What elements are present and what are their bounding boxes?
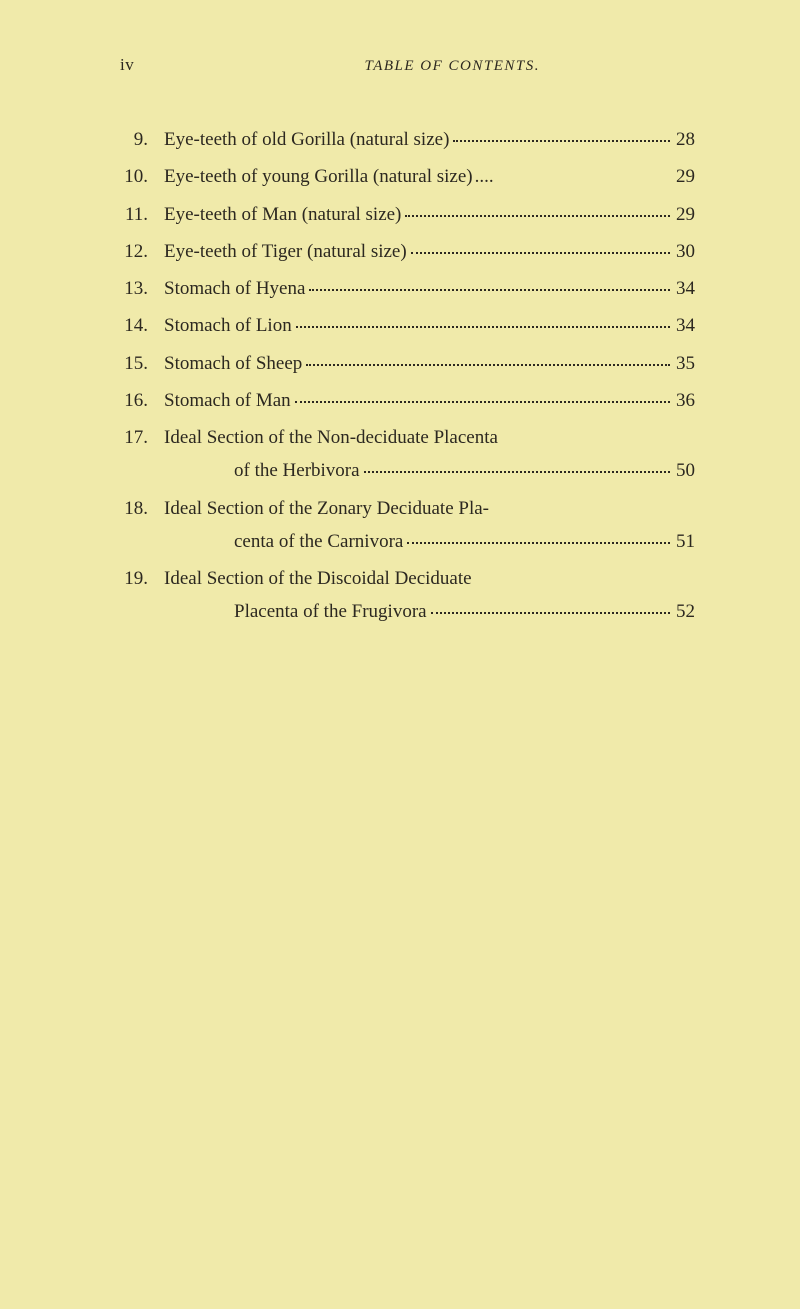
toc-entry: 17.Ideal Section of the Non-deciduate Pl… [120, 421, 695, 488]
toc-entry-page: 35 [674, 347, 695, 380]
toc-leader-dots [407, 542, 670, 544]
page-header: iv TABLE OF CONTENTS. [120, 55, 695, 75]
header-title: TABLE OF CONTENTS. [365, 58, 541, 75]
toc-entry-text: Stomach of Man [164, 384, 291, 417]
toc-entry: 13.Stomach of Hyena 34 [120, 272, 695, 305]
toc-entry: 18.Ideal Section of the Zonary Deciduate… [120, 492, 695, 559]
toc-leader-dots [431, 612, 670, 614]
toc-line: Stomach of Sheep 35 [164, 347, 695, 380]
toc-entry-page: 36 [674, 384, 695, 417]
toc-entry-page: 29 [674, 160, 695, 193]
toc-entry-text: Ideal Section of the Zonary Deciduate Pl… [164, 492, 489, 525]
toc-short-dots: .... [475, 160, 494, 193]
toc-continuation-line: Placenta of the Frugivora 52 [234, 595, 695, 628]
toc-continuation-line: of the Herbivora 50 [234, 454, 695, 487]
toc-entry-text: Ideal Section of the Non-deciduate Place… [164, 421, 498, 454]
toc-entry-page: 51 [674, 525, 695, 558]
toc-entry-content: Eye-teeth of young Gorilla (natural size… [164, 160, 695, 193]
toc-entry-page: 34 [674, 309, 695, 342]
toc-line: Stomach of Hyena 34 [164, 272, 695, 305]
toc-entry-number: 9. [120, 123, 164, 156]
toc-entry-number: 18. [120, 492, 164, 525]
toc-entry-page: 52 [674, 595, 695, 628]
toc-entry-content: Stomach of Sheep 35 [164, 347, 695, 380]
toc-line: Eye-teeth of young Gorilla (natural size… [164, 160, 695, 193]
toc-continuation-line: centa of the Carnivora 51 [234, 525, 695, 558]
toc-entry-text: Stomach of Hyena [164, 272, 305, 305]
toc-entry-page: 50 [674, 454, 695, 487]
toc-line: Ideal Section of the Discoidal Deciduate [164, 562, 695, 595]
toc-entry-text: Eye-teeth of old Gorilla (natural size) [164, 123, 449, 156]
toc-entry-content: Ideal Section of the Non-deciduate Place… [164, 421, 695, 488]
toc-line: Eye-teeth of Man (natural size) 29 [164, 198, 695, 231]
toc-leader-dots [411, 252, 670, 254]
table-of-contents: 9.Eye-teeth of old Gorilla (natural size… [120, 123, 695, 629]
toc-entry: 12.Eye-teeth of Tiger (natural size) 30 [120, 235, 695, 268]
toc-entry-text: Eye-teeth of Man (natural size) [164, 198, 401, 231]
toc-leader-dots [296, 326, 670, 328]
toc-continuation-text: centa of the Carnivora [234, 525, 403, 558]
toc-entry: 11.Eye-teeth of Man (natural size) 29 [120, 198, 695, 231]
toc-entry: 16.Stomach of Man 36 [120, 384, 695, 417]
toc-entry-content: Ideal Section of the Zonary Deciduate Pl… [164, 492, 695, 559]
toc-line: Eye-teeth of old Gorilla (natural size) 2… [164, 123, 695, 156]
toc-entry-page: 30 [674, 235, 695, 268]
toc-entry-content: Stomach of Hyena 34 [164, 272, 695, 305]
toc-entry-content: Ideal Section of the Discoidal Deciduate… [164, 562, 695, 629]
toc-entry-content: Eye-teeth of Tiger (natural size) 30 [164, 235, 695, 268]
toc-leader-dots [306, 364, 670, 366]
toc-entry-text: Stomach of Lion [164, 309, 292, 342]
toc-entry-number: 19. [120, 562, 164, 595]
toc-line: Stomach of Lion 34 [164, 309, 695, 342]
toc-entry-text: Ideal Section of the Discoidal Deciduate [164, 562, 472, 595]
toc-entry: 9.Eye-teeth of old Gorilla (natural size… [120, 123, 695, 156]
toc-entry-page: 29 [674, 198, 695, 231]
toc-entry-number: 15. [120, 347, 164, 380]
toc-entry-text: Eye-teeth of young Gorilla (natural size… [164, 160, 473, 193]
toc-leader-dots [364, 471, 670, 473]
toc-entry-number: 16. [120, 384, 164, 417]
toc-entry-number: 14. [120, 309, 164, 342]
toc-continuation-text: Placenta of the Frugivora [234, 595, 427, 628]
toc-entry: 10.Eye-teeth of young Gorilla (natural s… [120, 160, 695, 193]
toc-leader-dots [405, 215, 670, 217]
toc-entry-content: Eye-teeth of old Gorilla (natural size) 2… [164, 123, 695, 156]
toc-entry: 14.Stomach of Lion 34 [120, 309, 695, 342]
toc-entry-page: 34 [674, 272, 695, 305]
toc-entry-number: 11. [120, 198, 164, 231]
toc-entry-number: 17. [120, 421, 164, 454]
toc-entry-number: 10. [120, 160, 164, 193]
toc-line: Ideal Section of the Non-deciduate Place… [164, 421, 695, 454]
toc-entry: 19.Ideal Section of the Discoidal Decidu… [120, 562, 695, 629]
toc-entry-content: Stomach of Man 36 [164, 384, 695, 417]
toc-entry: 15.Stomach of Sheep 35 [120, 347, 695, 380]
toc-entry-text: Stomach of Sheep [164, 347, 302, 380]
toc-line: Ideal Section of the Zonary Deciduate Pl… [164, 492, 695, 525]
toc-entry-content: Eye-teeth of Man (natural size) 29 [164, 198, 695, 231]
toc-entry-content: Stomach of Lion 34 [164, 309, 695, 342]
toc-leader-dots [295, 401, 670, 403]
toc-line: Stomach of Man 36 [164, 384, 695, 417]
toc-line: Eye-teeth of Tiger (natural size) 30 [164, 235, 695, 268]
toc-entry-page: 28 [674, 123, 695, 156]
toc-leader-dots [309, 289, 670, 291]
toc-entry-number: 13. [120, 272, 164, 305]
page-container: iv TABLE OF CONTENTS. 9.Eye-teeth of old… [0, 0, 800, 703]
toc-leader-dots [453, 140, 670, 142]
toc-continuation-text: of the Herbivora [234, 454, 360, 487]
page-number: iv [120, 55, 134, 75]
toc-entry-text: Eye-teeth of Tiger (natural size) [164, 235, 407, 268]
toc-entry-number: 12. [120, 235, 164, 268]
